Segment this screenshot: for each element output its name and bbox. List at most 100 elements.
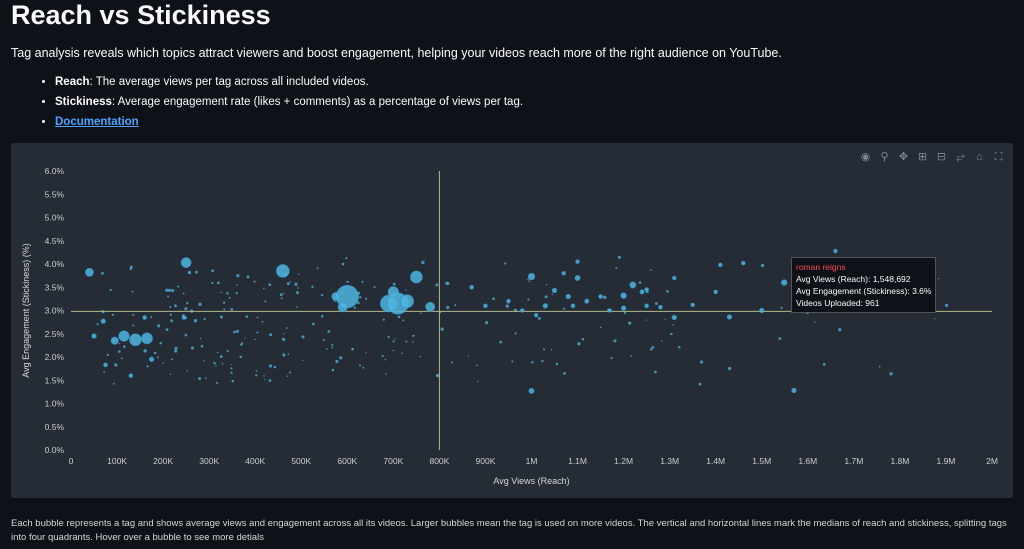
- tag-bubble: [620, 305, 627, 311]
- scatter-chart[interactable]: 0.0% 0.5% 1.0% 1.5% 2.0% 2.5% 3.0% 3.5% 4.0% 4.5%…: [11, 143, 1013, 498]
- x-tick-label: 1.6M: [798, 456, 817, 466]
- minor-bubble: [216, 381, 219, 385]
- minor-bubble: [167, 288, 172, 292]
- minor-bubble: [878, 365, 881, 368]
- minor-bubble: [664, 319, 666, 321]
- tag-bubble: [141, 332, 153, 345]
- x-tick-label: 1.4M: [706, 456, 725, 466]
- minor-bubble: [156, 356, 159, 359]
- autoscale-icon[interactable]: ⥂: [956, 151, 965, 163]
- minor-bubble: [454, 304, 457, 307]
- definition-stickiness: Stickiness: Average engagement rate (lik…: [55, 96, 523, 109]
- minor-bubble: [511, 360, 514, 363]
- tooltip-engagement: Avg Engagement (Stickiness): 3.6%: [796, 286, 932, 296]
- minor-bubble: [223, 308, 226, 311]
- minor-bubble: [384, 372, 387, 375]
- definition-text: : The average views per tag across all i…: [89, 76, 369, 88]
- minor-bubble: [211, 281, 214, 285]
- tag-bubble: [561, 271, 566, 276]
- minor-bubble: [286, 282, 290, 286]
- y-tick-label: 1.0%: [45, 399, 65, 409]
- minor-bubble: [294, 282, 298, 286]
- minor-bubble: [326, 348, 328, 350]
- minor-bubble: [216, 351, 219, 354]
- minor-bubble: [281, 337, 286, 342]
- pan-icon[interactable]: ✥: [898, 151, 909, 163]
- minor-bubble: [219, 315, 223, 319]
- tag-bubble: [129, 333, 142, 347]
- minor-bubble: [289, 371, 292, 374]
- minor-bubble: [263, 375, 265, 377]
- zoom-icon[interactable]: ⚲: [880, 151, 889, 163]
- minor-bubble: [200, 344, 204, 348]
- minor-bubble: [384, 358, 387, 361]
- minor-bubble: [838, 328, 842, 332]
- zoom-out-icon[interactable]: ⊟: [936, 151, 947, 163]
- minor-bubble: [405, 289, 407, 291]
- tag-bubble: [409, 270, 423, 284]
- minor-bubble: [143, 349, 147, 353]
- x-tick-label: 700K: [383, 456, 403, 466]
- x-tick-label: 1M: [526, 456, 538, 466]
- minor-bubble: [531, 361, 534, 364]
- tag-bubble: [565, 293, 571, 300]
- x-tick-label: 1.1M: [568, 456, 587, 466]
- minor-bubble: [118, 343, 121, 345]
- tag-bubble: [690, 302, 695, 308]
- minor-bubble: [327, 330, 331, 333]
- minor-bubble: [184, 333, 188, 337]
- minor-bubble: [220, 291, 223, 294]
- minor-bubble: [401, 352, 404, 355]
- minor-bubble: [504, 262, 507, 265]
- minor-bubble: [651, 346, 655, 349]
- x-tick-label: 200K: [153, 456, 173, 466]
- minor-bubble: [320, 293, 324, 297]
- minor-bubble: [186, 369, 189, 372]
- y-tick-label: 3.0%: [45, 306, 65, 316]
- minor-bubble: [446, 282, 450, 285]
- minor-bubble: [778, 337, 782, 340]
- tag-bubble: [528, 388, 535, 394]
- minor-bubble: [654, 302, 658, 305]
- reset-axes-icon[interactable]: ⌂: [976, 151, 983, 163]
- documentation-link[interactable]: Documentation: [55, 116, 139, 128]
- camera-icon[interactable]: ◉: [860, 151, 871, 163]
- minor-bubble: [264, 378, 266, 381]
- minor-bubble: [295, 291, 300, 295]
- minor-bubble: [311, 322, 315, 326]
- tag-bubble: [671, 314, 677, 321]
- minor-bubble: [397, 315, 401, 319]
- minor-bubble: [628, 321, 632, 325]
- minor-bubble: [132, 313, 135, 316]
- tag-bubble: [85, 267, 94, 277]
- minor-bubble: [150, 316, 153, 319]
- y-tick-label: 4.5%: [45, 236, 65, 246]
- tag-bubble: [639, 289, 645, 295]
- tag-bubble: [607, 308, 613, 313]
- zoom-in-icon[interactable]: ⊞: [917, 151, 928, 163]
- x-tick-label: 1.3M: [660, 456, 679, 466]
- minor-bubble: [282, 353, 286, 357]
- minor-bubble: [194, 270, 198, 274]
- tag-bubble: [469, 284, 474, 290]
- tag-bubble: [791, 387, 797, 394]
- minor-bubble: [341, 262, 345, 266]
- minor-bubble: [222, 301, 226, 304]
- minor-bubble: [361, 280, 364, 283]
- x-tick-label: 800K: [429, 456, 449, 466]
- minor-bubble: [199, 337, 202, 340]
- x-tick-label: 1.7M: [844, 456, 863, 466]
- minor-bubble: [174, 304, 177, 308]
- minor-bubble: [165, 288, 169, 292]
- tag-bubble: [506, 298, 511, 304]
- minor-bubble: [176, 285, 180, 288]
- minor-bubble: [698, 382, 702, 386]
- minor-bubble: [780, 306, 783, 309]
- minor-bubble: [544, 295, 548, 299]
- minor-bubble: [297, 287, 299, 289]
- tag-bubble: [527, 272, 536, 281]
- minor-bubble: [392, 340, 395, 343]
- fullscreen-icon[interactable]: ⛶: [994, 151, 1003, 163]
- minor-bubble: [219, 355, 223, 359]
- tag-bubble: [148, 356, 155, 362]
